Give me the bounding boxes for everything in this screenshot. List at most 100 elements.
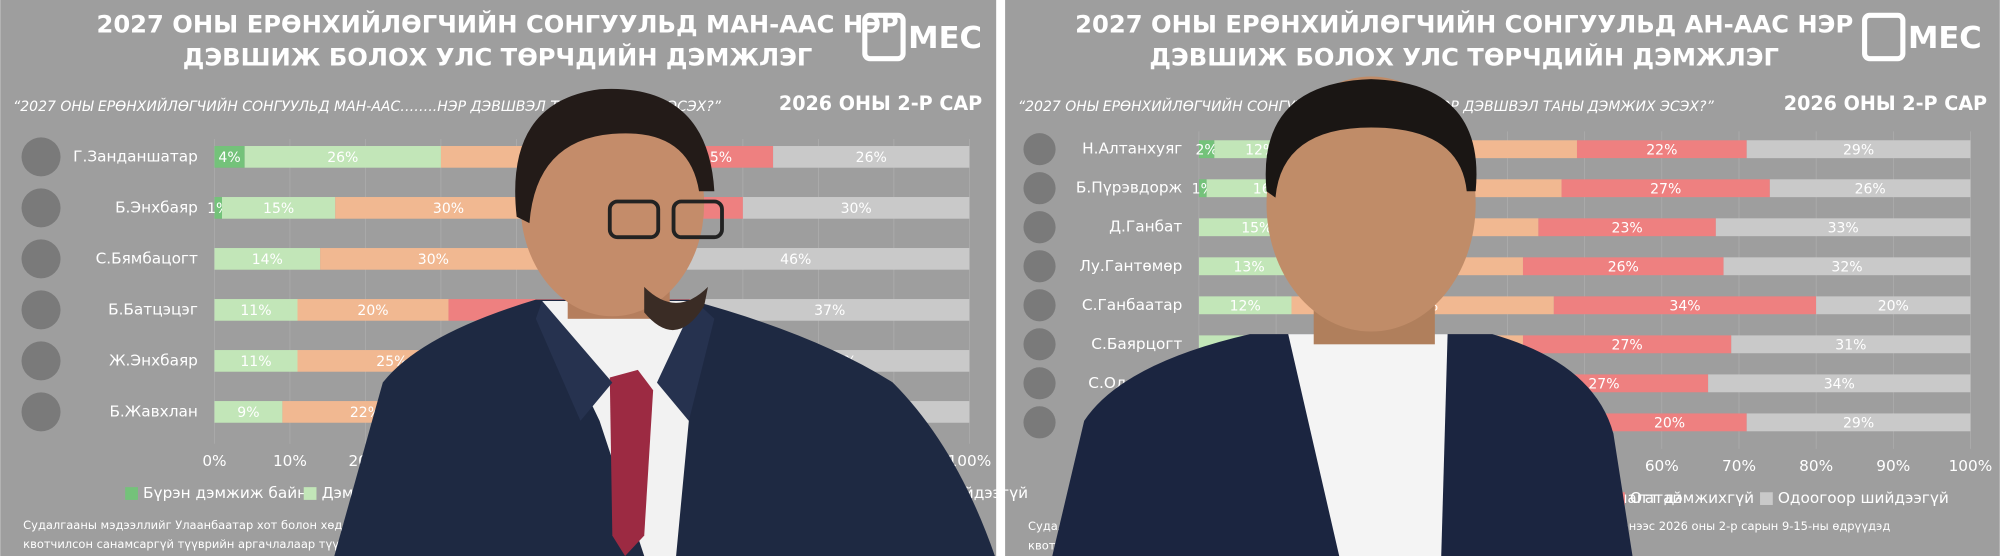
value-label: 34% <box>1669 299 1700 315</box>
bar-segment <box>1198 257 1300 276</box>
date: 2026 ОНЫ 2-Р САР <box>779 92 982 115</box>
bar-segment <box>1522 257 1724 276</box>
bar-segment <box>335 197 562 219</box>
x-tick-label: 100% <box>1949 457 1993 475</box>
avatar <box>1023 367 1056 400</box>
avatar <box>1023 289 1056 322</box>
category-label: Б.Жавхлан <box>109 402 197 420</box>
x-tick-label: 80% <box>1799 457 1833 475</box>
x-tick-label: 60% <box>1645 457 1679 475</box>
legend-swatch <box>303 487 317 500</box>
bar-segment <box>1731 335 1971 354</box>
category-label: С.Баярцогт <box>1091 335 1182 353</box>
x-tick-label: 100% <box>948 452 992 470</box>
bar-segment <box>773 146 970 168</box>
value-label: 30% <box>433 201 464 217</box>
subtitle: “2027 ОНЫ ЕРӨНХИЙЛӨГЧИЙН СОНГУУЛЬД МАН-А… <box>13 97 722 115</box>
bar-segment <box>320 248 547 270</box>
chart-title: 2027 ОНЫ ЕРӨНХИЙЛӨГЧИЙН СОНГУУЛЬД АН-ААС… <box>1075 10 1853 39</box>
bar-segment <box>1723 257 1971 276</box>
chart-title: ДЭВШИЖ БОЛОХ УЛС ТӨРЧДИЙН ДЭМЖЛЭГ <box>183 43 813 72</box>
value-label: 31% <box>1835 338 1866 354</box>
bar-segment <box>1769 179 1971 198</box>
category-label: Н.Алтанхуяг <box>1082 140 1182 158</box>
logo: MEC <box>1908 21 1982 56</box>
legend-swatch <box>1760 492 1773 505</box>
avatar <box>21 188 61 228</box>
value-label: 11% <box>240 303 271 319</box>
category-label: Б.Пүрэвдорж <box>1076 179 1183 197</box>
bar-segment <box>214 350 298 372</box>
bar-segment <box>1198 179 1207 198</box>
value-label: 13% <box>1234 260 1265 276</box>
bar-segment <box>1198 296 1292 315</box>
value-label: 22% <box>1646 142 1677 158</box>
chart-title: ДЭВШИЖ БОЛОХ УЛС ТӨРЧДИЙН ДЭМЖЛЭГ <box>1149 43 1779 72</box>
value-label: 27% <box>1612 338 1643 354</box>
bar-segment <box>1715 218 1971 237</box>
value-label: 9% <box>237 405 259 421</box>
avatar <box>1023 328 1056 361</box>
value-label: 34% <box>1824 377 1855 393</box>
bar-segment <box>214 401 283 423</box>
bar-segment <box>297 299 449 321</box>
value-label: 26% <box>856 150 887 166</box>
logo-icon <box>1862 12 1906 62</box>
category-label: Ж.Энхбаяр <box>109 351 198 369</box>
value-label: 32% <box>1831 260 1862 276</box>
legend-swatch <box>125 487 138 500</box>
bar-segment <box>690 299 970 321</box>
category-label: Г.Занданшатар <box>73 147 198 165</box>
avatar <box>1023 133 1056 166</box>
x-tick-label: 10% <box>273 452 307 470</box>
x-tick-label: 90% <box>1876 457 1910 475</box>
value-label: 15% <box>1241 221 1272 237</box>
bar-segment <box>1553 296 1817 315</box>
bar-segment <box>742 197 970 219</box>
bar-segment <box>1746 140 1971 159</box>
value-label: 30% <box>418 252 449 268</box>
avatar <box>1023 250 1056 283</box>
value-label: 29% <box>1843 142 1874 158</box>
avatar <box>1023 172 1056 205</box>
category-label: С.Бямбацогт <box>96 249 198 267</box>
category-label: С.Ганбаатар <box>1082 296 1182 314</box>
value-label: 37% <box>814 303 845 319</box>
person-photo-right <box>1052 76 1633 556</box>
value-label: 46% <box>780 252 811 268</box>
bar-segment <box>214 197 223 219</box>
category-label: Лу.Гантөмөр <box>1079 257 1182 275</box>
value-label: 27% <box>1650 181 1681 197</box>
value-label: 23% <box>1612 221 1643 237</box>
x-tick-label: 70% <box>1722 457 1756 475</box>
value-label: 14% <box>252 252 283 268</box>
avatar <box>21 137 61 177</box>
value-label: 20% <box>1878 299 1909 315</box>
bar-segment <box>244 146 441 168</box>
bar-segment <box>214 248 321 270</box>
avatar <box>21 392 61 432</box>
value-label: 26% <box>1608 260 1639 276</box>
logo: MEC <box>908 21 982 56</box>
value-label: 29% <box>1843 416 1874 432</box>
bar-segment <box>1522 335 1732 354</box>
avatar <box>21 239 61 279</box>
value-label: 33% <box>1828 221 1859 237</box>
value-label: 12% <box>1230 299 1261 315</box>
bar-segment <box>214 146 245 168</box>
bar-segment <box>1816 296 1971 315</box>
logo-icon <box>862 12 906 62</box>
value-label: 30% <box>841 201 872 217</box>
value-label: 26% <box>1855 181 1886 197</box>
value-label: 11% <box>240 354 271 370</box>
avatar <box>1023 406 1056 439</box>
bar-segment <box>1708 374 1971 393</box>
bar-segment <box>222 197 336 219</box>
category-label: Д.Ганбат <box>1109 218 1182 236</box>
legend-label: Одоогоор шийдээгүй <box>1778 489 1949 507</box>
bar-segment <box>214 299 298 321</box>
value-label: 27% <box>1588 377 1619 393</box>
bar-segment <box>1576 140 1747 159</box>
chart-title: 2027 ОНЫ ЕРӨНХИЙЛӨГЧИЙН СОНГУУЛЬД МАН-АА… <box>96 10 898 39</box>
